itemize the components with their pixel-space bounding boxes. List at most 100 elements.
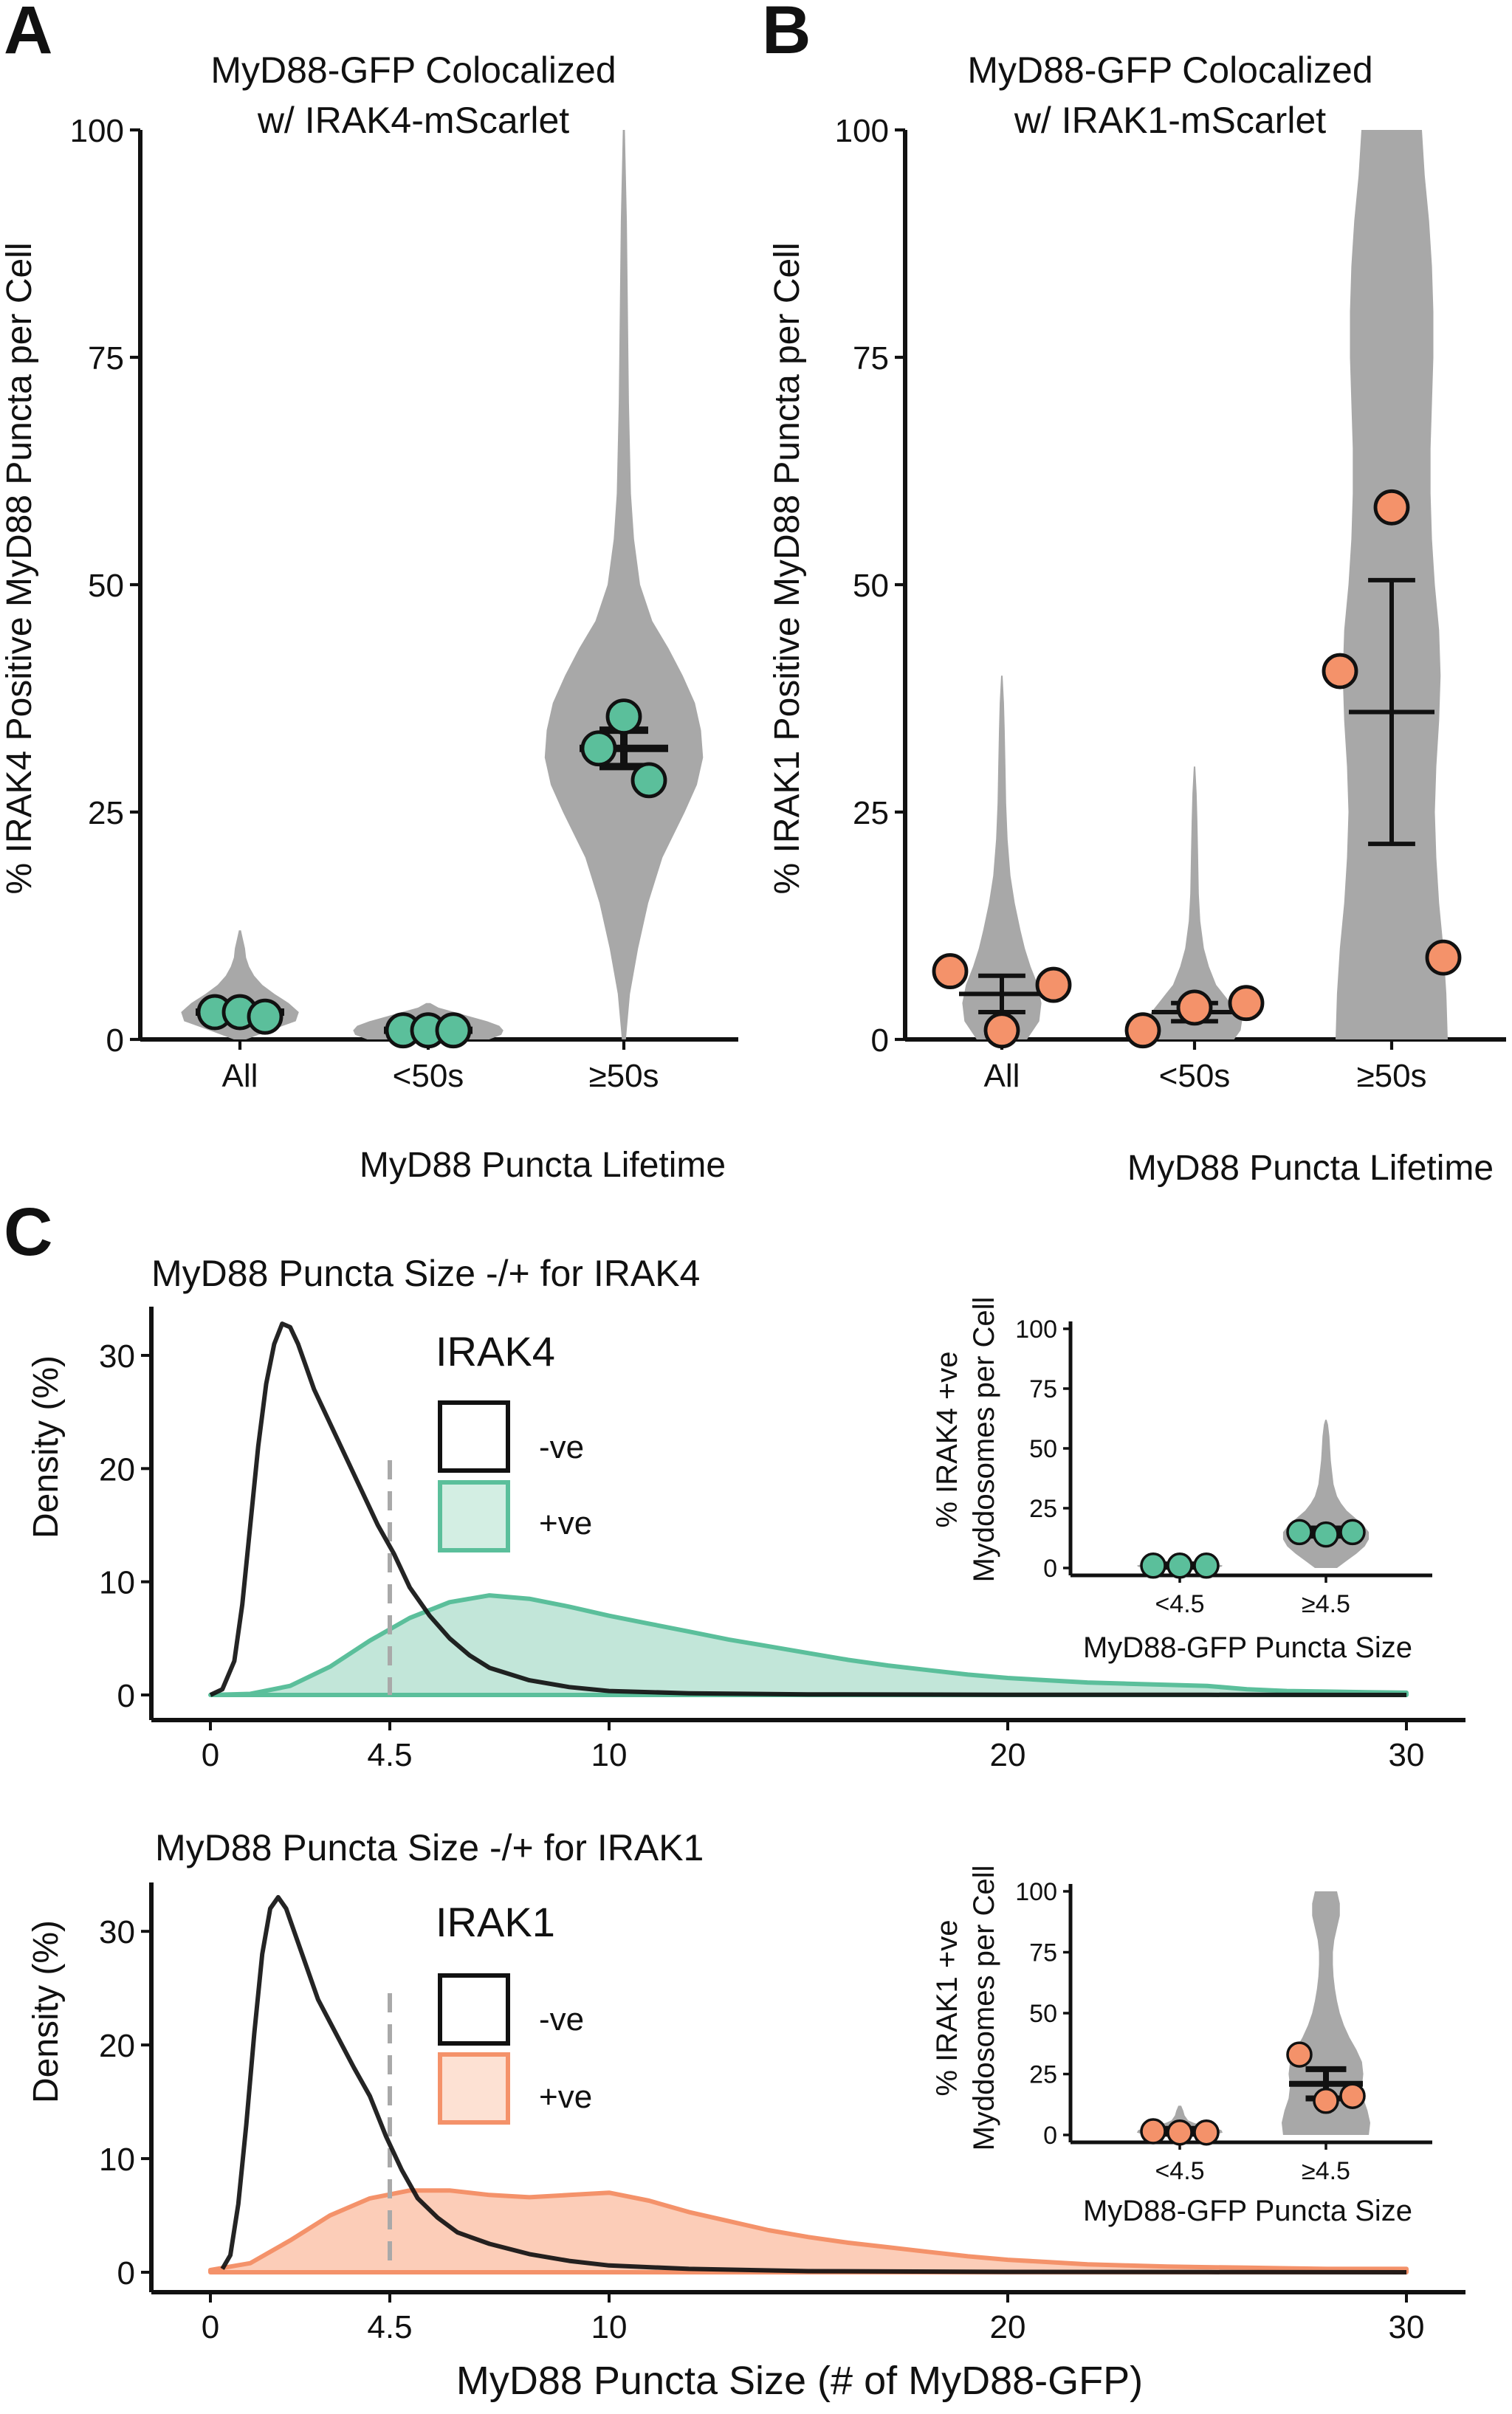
panel-c2-xtick-label-2: 10 (591, 2309, 628, 2345)
panel-c1-inset-point-0-0 (1140, 1552, 1166, 1579)
panel-c1-inset-plot: 0 25 50 75 100 <4.5 ≥4.5 (1015, 1316, 1432, 1618)
panel-b-violin-1 (1147, 766, 1243, 1039)
panel-c1-legend: IRAK4 -ve +ve (436, 1328, 592, 1552)
panel-c2-inset-violin-1 (1282, 1891, 1370, 2135)
panel-c1-legend-pos-key (438, 1480, 510, 1552)
panel-c2-ytick-label-2: 20 (99, 2028, 135, 2064)
panel-c1-ytick-label-3: 30 (99, 1338, 135, 1375)
panel-c2-inset-point-1-1 (1313, 2088, 1339, 2114)
panel-b-violin-0 (962, 675, 1042, 1039)
panel-c1-xtick-label-3: 20 (990, 1737, 1026, 1773)
panel-c1-inset-xtick-label-0: <4.5 (1155, 1590, 1204, 1618)
panel-b-point-2-0 (1322, 653, 1358, 690)
panel-b-ylabel: % IRAK1 Positive MyD88 Puncta per Cell (768, 242, 807, 894)
panel-b-ytick-label-4: 100 (835, 113, 889, 149)
panel-c1-xtick-label-4: 30 (1389, 1737, 1425, 1773)
panel-c1-inset-xlabel: MyD88-GFP Puncta Size (1083, 1631, 1412, 1664)
panel-c2-inset-point-0-2 (1193, 2119, 1220, 2146)
panel-a-title-line2: w/ IRAK4-mScarlet (257, 100, 569, 141)
panel-c1-inset-point-1-0 (1286, 1519, 1313, 1546)
panel-a-ytick-label-4: 100 (70, 113, 124, 149)
panel-c1-inset-ytick-label-3: 75 (1029, 1375, 1057, 1403)
panel-a-point-2-2 (630, 762, 667, 799)
panel-a-letter: A (4, 0, 52, 68)
panel-c1-plot: 0 10 20 30 0 4.5 10 20 30 (99, 1307, 1465, 1773)
panel-c1-legend-pos-label: +ve (539, 1505, 592, 1541)
panel-c1-inset-point-1-2 (1339, 1519, 1366, 1546)
panel-c2-xtick-label-4: 30 (1389, 2309, 1425, 2345)
panel-c2-ylabel: Density (%) (27, 1920, 66, 2103)
panel-c2-inset-xtick-label-1: ≥4.5 (1302, 2157, 1350, 2185)
panel-c1-legend-title: IRAK4 (436, 1328, 555, 1375)
panel-c2-legend-neg-label: -ve (539, 2001, 584, 2038)
panel-c2-inset-ylabel-line1: % IRAK1 +ve (931, 1919, 963, 2096)
panel-c2-legend-neg-key (438, 1973, 510, 2046)
panel-c2-legend: IRAK1 -ve +ve (436, 1899, 592, 2125)
panel-c1-inset-xtick-label-1: ≥4.5 (1302, 1590, 1350, 1618)
panel-c1-series-negative (209, 1321, 1407, 1697)
panel-a-ytick-label-1: 25 (88, 795, 124, 831)
panel-b-xtick-label-1: <50s (1159, 1058, 1231, 1094)
panel-a-ytick-label-2: 50 (88, 568, 124, 604)
panel-c2-inset-point-0-0 (1140, 2118, 1166, 2145)
panel-a-xtick-label-1: <50s (393, 1058, 464, 1094)
panel-c1-xtick-label-1: 4.5 (367, 1737, 412, 1773)
panel-c2-inset-point-1-0 (1286, 2041, 1313, 2068)
panel-c-irak1: MyD88 Puncta Size -/+ for IRAK1 Density … (27, 1827, 1465, 2403)
panel-c2-legend-title: IRAK1 (436, 1899, 555, 1945)
panel-a-violin-2 (544, 130, 704, 1039)
panel-b-xtick-label-2: ≥50s (1356, 1058, 1426, 1094)
panel-c1-legend-neg-key (438, 1400, 510, 1473)
panel-c1-inset-point-1-1 (1313, 1521, 1339, 1548)
panel-b-xtick-label-0: All (984, 1058, 1020, 1094)
panel-a-point-2-1 (605, 698, 642, 735)
panel-c2-inset: % IRAK1 +ve Myddosomes per Cell MyD88-GF… (931, 1865, 1432, 2227)
panel-c1-inset-ytick-label-2: 50 (1029, 1435, 1057, 1463)
panel-a-point-1-2 (435, 1012, 472, 1049)
panel-c2-plot: 0 10 20 30 0 4.5 10 20 30 (99, 1882, 1465, 2345)
panel-c2-title: MyD88 Puncta Size -/+ for IRAK1 (155, 1827, 704, 1868)
panel-b-point-0-2 (1035, 966, 1072, 1003)
panel-c2-ytick-label-0: 0 (117, 2255, 135, 2291)
panel-b-point-0-1 (983, 1012, 1020, 1049)
panel-a-point-2-0 (580, 730, 617, 767)
panel-a-ytick-label-3: 75 (88, 340, 124, 376)
panel-c2-xtick-label-3: 20 (990, 2309, 1026, 2345)
panel-c2-xtick-label-0: 0 (202, 2309, 219, 2345)
panel-b-ytick-label-3: 75 (853, 340, 889, 376)
panel-b-point-1-2 (1228, 985, 1265, 1022)
panel-b-ytick-label-1: 25 (853, 795, 889, 831)
panel-b-ytick-label-0: 0 (871, 1022, 889, 1059)
panel-c2-inset-plot: 0 25 50 75 100 <4.5 ≥4.5 (1015, 1878, 1432, 2185)
panel-a-ylabel: % IRAK4 Positive MyD88 Puncta per Cell (0, 242, 39, 894)
panel-b-xlabel: MyD88 Puncta Lifetime (1127, 1149, 1494, 1188)
panel-c2-inset-ytick-label-0: 0 (1043, 2122, 1057, 2150)
panel-a-xlabel: MyD88 Puncta Lifetime (360, 1146, 726, 1185)
panel-c2-ytick-label-1: 10 (99, 2142, 135, 2178)
panel-a-ytick-label-0: 0 (106, 1022, 124, 1059)
panel-a-xtick-label-2: ≥50s (588, 1058, 659, 1094)
panel-c1-title: MyD88 Puncta Size -/+ for IRAK4 (151, 1253, 700, 1294)
panel-c1-inset-ytick-label-0: 0 (1043, 1555, 1057, 1583)
panel-c2-xtick-label-1: 4.5 (367, 2309, 412, 2345)
panel-c2-ytick-label-3: 30 (99, 1914, 135, 1950)
panel-c2-legend-pos-label: +ve (539, 2079, 592, 2115)
panel-c1-inset-point-0-1 (1166, 1552, 1193, 1579)
panel-b-point-1-1 (1176, 989, 1213, 1026)
panel-b-title-line2: w/ IRAK1-mScarlet (1014, 100, 1326, 141)
panel-c1-ytick-label-2: 20 (99, 1451, 135, 1488)
panel-c2-inset-ylabel-line2: Myddosomes per Cell (968, 1865, 1000, 2151)
panel-b-plot: 0 25 50 75 100 All <50s ≥50s (835, 113, 1506, 1094)
panel-a: A MyD88-GFP Colocalized w/ IRAK4-mScarle… (0, 0, 738, 1185)
panel-c2-inset-ytick-label-1: 25 (1029, 2061, 1057, 2089)
panel-a-plot: 0 25 50 75 100 All <50s ≥50s (70, 113, 738, 1094)
panel-c1-inset-ytick-label-1: 25 (1029, 1495, 1057, 1523)
panel-c1-inset-ylabel-line2: Myddosomes per Cell (968, 1297, 1000, 1583)
panel-c2-series-negative (220, 1895, 1407, 2274)
panel-b-point-0-0 (932, 953, 969, 990)
panel-c1-inset-ytick-label-4: 100 (1015, 1316, 1057, 1344)
panel-c-letter: C (4, 1194, 52, 1270)
panel-c2-inset-xtick-label-0: <4.5 (1155, 2157, 1204, 2185)
panel-c2-inset-ytick-label-2: 50 (1029, 2000, 1057, 2028)
